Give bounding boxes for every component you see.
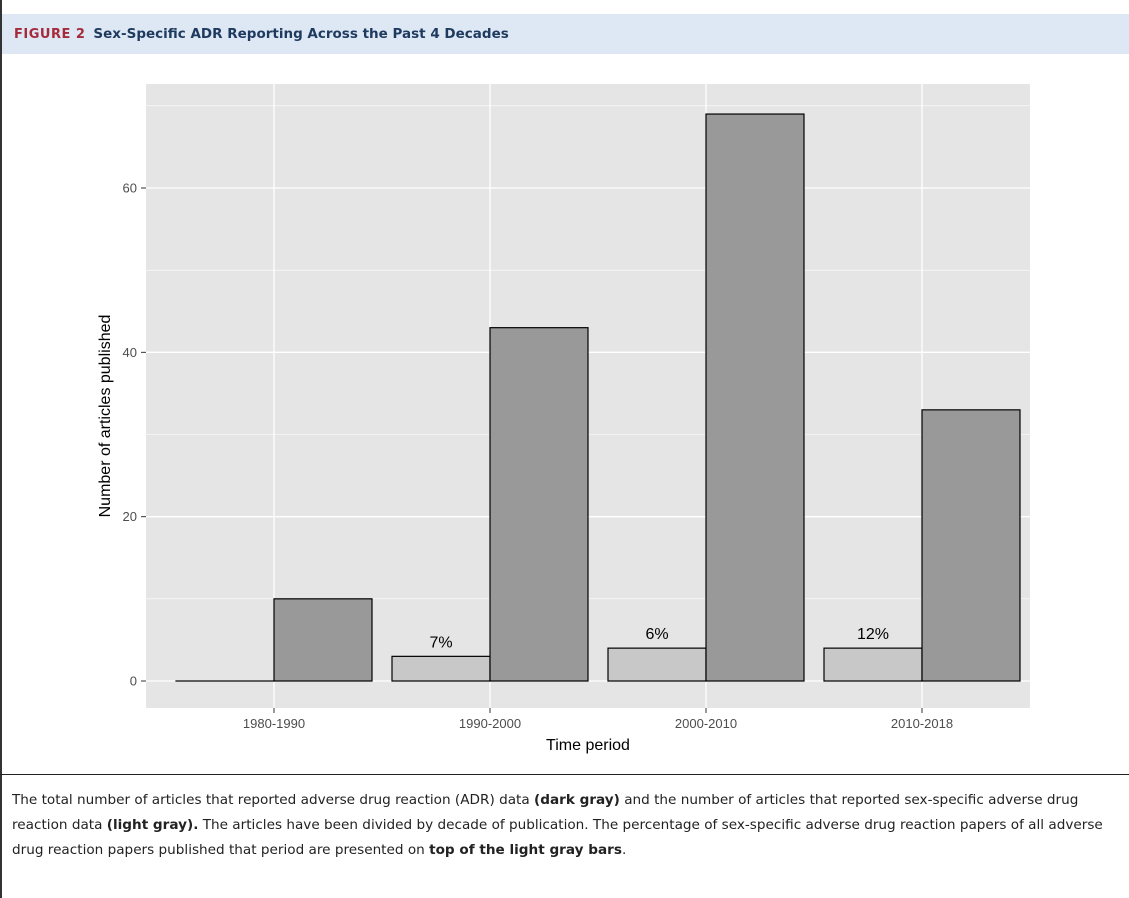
bar-dark-2010-2018: [921, 409, 1021, 682]
y-tick-label-0: 0: [130, 674, 137, 689]
caption-text-2: and the number of articles that reported…: [12, 792, 1079, 833]
chart-container: 1980-1990 7% 1990-2000 6% 2000-2010 12% 2010-2…: [0, 54, 1129, 774]
bar-label-1990-2000: 7%: [429, 634, 452, 651]
caption-text-4: .: [621, 842, 627, 858]
bar-dark-1980-1990: [273, 598, 373, 682]
figure-header: FIGURE 2 Sex-Specific ADR Reporting Acro…: [2, 14, 1129, 54]
x-tick-label-1980-1990: 1980-1990: [243, 716, 305, 731]
bar-light-1990-2000: [391, 655, 491, 682]
caption-bold-top-bars: top of the light gray bars: [429, 842, 622, 858]
x-tick-label-2000-2010: 2000-2010: [675, 716, 737, 731]
x-axis-title: Time period: [546, 737, 630, 754]
figure-label: FIGURE 2: [14, 26, 86, 42]
y-tick-label-40: 40: [123, 345, 137, 360]
caption-text-1: The total number of articles that report…: [12, 792, 535, 808]
x-tick-label-2010-2018: 2010-2018: [891, 716, 953, 731]
left-rule: [0, 0, 2, 898]
bar-dark-2000-2010: [705, 113, 805, 682]
figure-title: Sex-Specific ADR Reporting Across the Pa…: [93, 26, 509, 42]
caption-divider: [0, 774, 1129, 775]
bar-label-2000-2010: 6%: [645, 626, 668, 643]
caption-bold-light-gray: (light gray).: [106, 817, 199, 833]
y-tick-label-20: 20: [123, 509, 137, 524]
bar-light-2000-2010: [607, 647, 707, 682]
y-tick-label-60: 60: [123, 181, 137, 196]
figure-caption: The total number of articles that report…: [12, 788, 1112, 863]
y-axis-title: Number of articles published: [97, 315, 114, 518]
caption-bold-dark-gray: (dark gray): [534, 792, 620, 808]
x-tick-label-1990-2000: 1990-2000: [459, 716, 521, 731]
bar-dark-1990-2000: [489, 327, 589, 682]
caption-text-3: The articles have been divided by decade…: [12, 817, 1103, 858]
bar-chart: 1980-1990 7% 1990-2000 6% 2000-2010 12% 2010-2…: [97, 84, 1030, 754]
bar-label-2010-2018: 12%: [857, 626, 889, 643]
bar-light-2010-2018: [823, 647, 923, 682]
